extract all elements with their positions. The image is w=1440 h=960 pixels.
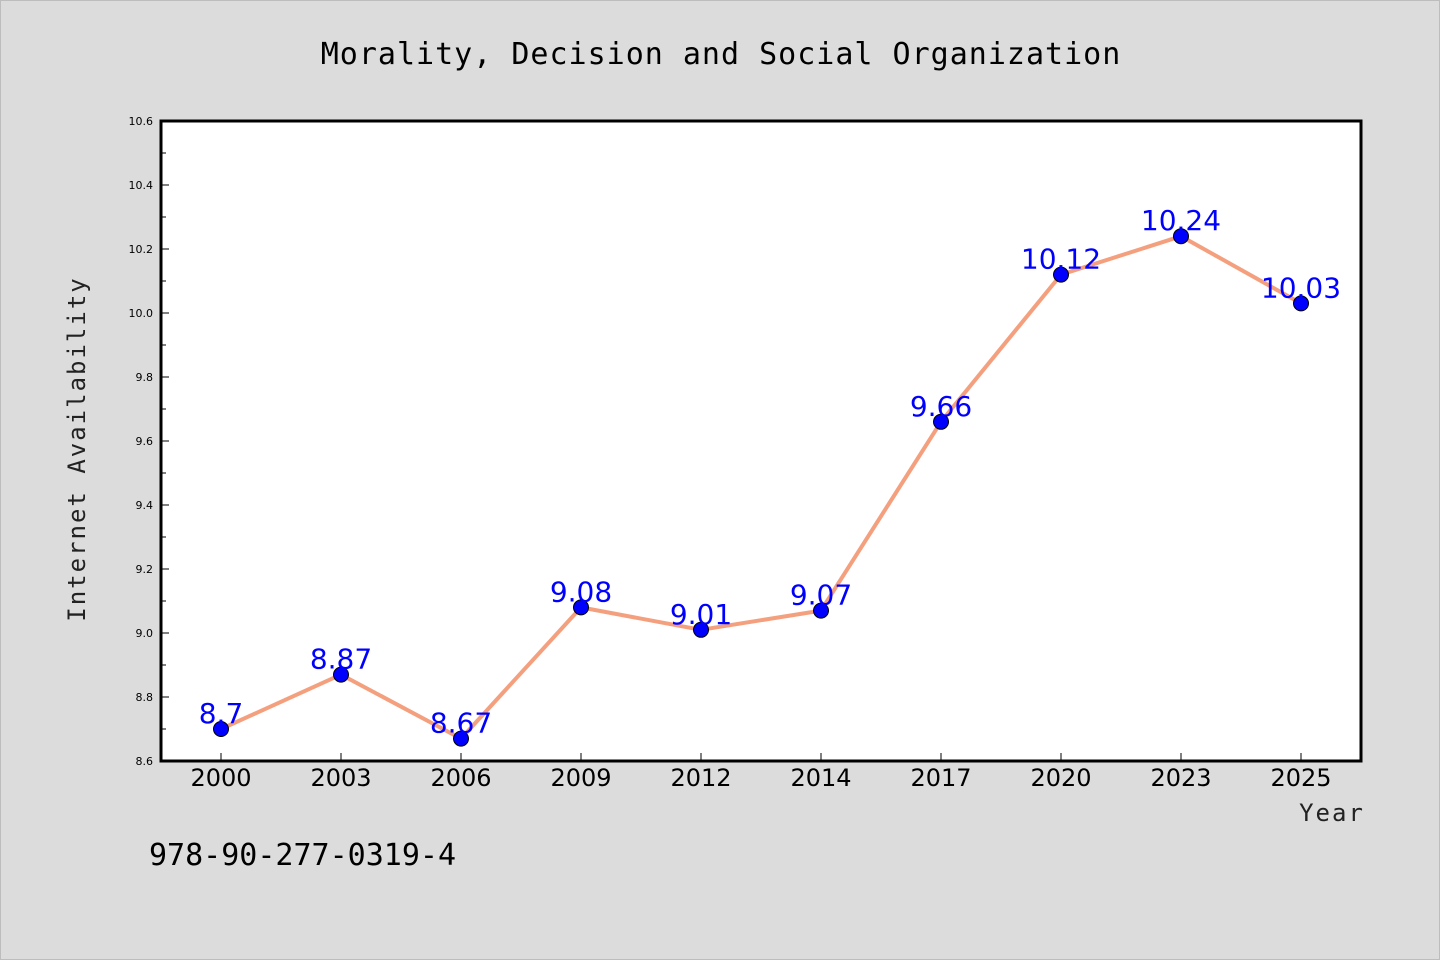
isbn-code: 978-90-277-0319-4 — [149, 838, 456, 873]
y-tick-label: 8.6 — [136, 755, 154, 768]
data-point — [1293, 295, 1309, 312]
y-tick-label: 10.0 — [129, 307, 154, 320]
x-tick-label: 2020 — [1030, 764, 1091, 792]
data-label: 10.12 — [1021, 243, 1101, 276]
y-tick-label: 9.6 — [136, 435, 154, 448]
x-tick-label: 2014 — [790, 764, 851, 792]
x-axis-ticks: 2000 2003 2006 2009 2012 2014 2017 2020 2023 2025 — [190, 753, 1332, 792]
x-tick-label: 2012 — [670, 764, 731, 792]
data-point — [1053, 266, 1069, 283]
x-tick-label: 2006 — [430, 764, 491, 792]
x-axis-label: Year — [1299, 799, 1365, 827]
data-label: 9.01 — [670, 598, 732, 631]
y-axis-label: Internet Availability — [63, 276, 91, 621]
data-point — [213, 721, 229, 737]
y-axis-ticks: 8.6 8.8 9.0 9.2 9.4 9.6 9.8 10.0 10.2 10.4 10.6 — [129, 115, 169, 768]
x-tick-label: 2009 — [550, 764, 611, 792]
y-tick-label: 10.4 — [129, 179, 154, 192]
data-point — [933, 413, 949, 430]
data-label: 9.66 — [910, 390, 972, 423]
data-label: 8.67 — [430, 707, 492, 740]
data-point — [573, 599, 589, 616]
chart-title: Morality, Decision and Social Organizati… — [321, 37, 1122, 72]
data-labels: 8.7 8.87 8.67 9.08 9.01 9.07 9.66 10.12 10.24 10.… — [199, 204, 1341, 739]
data-label: 10.03 — [1261, 271, 1341, 304]
data-point — [453, 730, 469, 747]
data-label: 9.08 — [550, 575, 612, 608]
y-tick-label: 9.0 — [136, 627, 154, 640]
y-tick-label: 10.2 — [129, 243, 154, 256]
data-label: 9.07 — [790, 579, 852, 612]
plot-frame — [159, 119, 1363, 763]
data-label: 8.87 — [310, 643, 372, 676]
y-tick-label: 10.6 — [129, 115, 154, 128]
y-tick-label: 8.8 — [136, 691, 154, 704]
data-point — [693, 621, 709, 638]
data-point — [333, 666, 349, 683]
data-point — [1173, 228, 1189, 245]
y-tick-label: 9.8 — [136, 371, 154, 384]
data-point — [813, 602, 829, 619]
plot-area — [161, 121, 1361, 761]
x-tick-label: 2017 — [910, 764, 971, 792]
x-tick-label: 2025 — [1270, 764, 1331, 792]
data-label: 8.7 — [199, 697, 244, 730]
y-tick-label: 9.4 — [136, 499, 154, 512]
x-tick-label: 2003 — [310, 764, 371, 792]
data-label: 10.24 — [1141, 204, 1221, 237]
y-tick-label: 9.2 — [136, 563, 154, 576]
series-line — [220, 234, 1302, 741]
data-markers — [213, 228, 1309, 747]
x-tick-label: 2000 — [190, 764, 251, 792]
x-tick-label: 2023 — [1150, 764, 1211, 792]
